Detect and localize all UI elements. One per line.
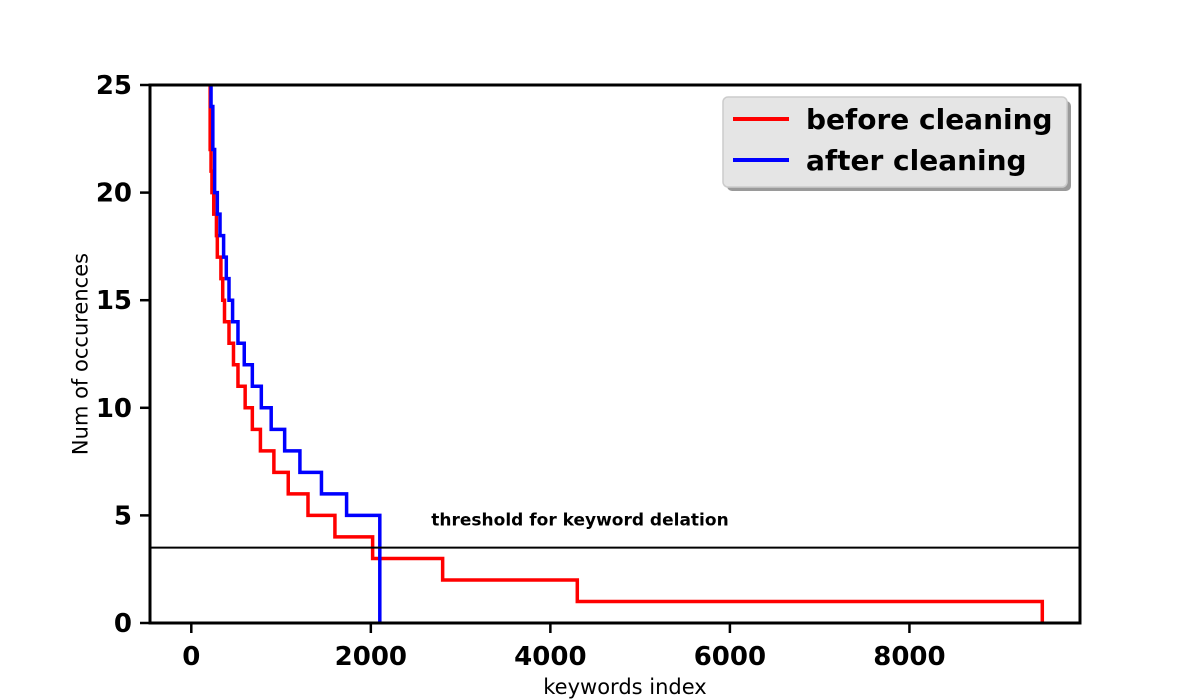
- y-axis: 0 5 10 15 20 25: [96, 71, 150, 639]
- legend-box: [722, 96, 1068, 188]
- plot-frame: [148, 83, 1082, 625]
- x-tick-label: 6000: [694, 642, 766, 672]
- y-tick-label: 5: [114, 501, 132, 531]
- x-tick-label: 2000: [335, 642, 407, 672]
- x-axis: 0 2000 4000 6000 8000: [182, 623, 946, 672]
- threshold-label: threshold for keyword delation: [431, 511, 728, 531]
- y-tick-label: 0: [114, 609, 132, 639]
- y-tick-label: 20: [96, 179, 132, 209]
- x-tick-label: 4000: [514, 642, 586, 672]
- legend-label: after cleaning: [806, 144, 1027, 177]
- legend: before cleaning after cleaning: [722, 96, 1071, 191]
- y-tick-label: 15: [96, 286, 132, 316]
- legend-label: before cleaning: [806, 103, 1053, 136]
- series-line-after-cleaning: [209, 85, 382, 623]
- y-tick-label: 10: [96, 394, 132, 424]
- y-axis-label: Num of occurences: [68, 253, 92, 455]
- x-tick-label: 8000: [873, 642, 945, 672]
- x-tick-label: 0: [182, 642, 200, 672]
- series-layer: [208, 85, 1045, 623]
- x-axis-label: keywords index: [543, 675, 706, 699]
- y-tick-label: 25: [96, 71, 132, 101]
- series-line-before-cleaning: [208, 85, 1045, 623]
